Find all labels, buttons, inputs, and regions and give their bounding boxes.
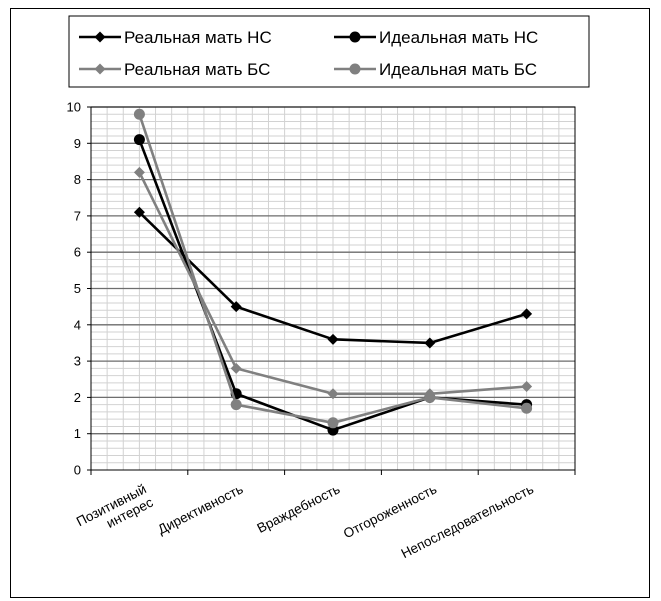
series-1: [133, 206, 533, 349]
y-tick-label: 8: [74, 172, 81, 187]
y-tick-label: 4: [74, 317, 81, 332]
data-point-circle: [424, 391, 436, 403]
legend-marker-diamond: [94, 31, 106, 43]
data-point-diamond: [521, 381, 533, 393]
y-tick-label: 10: [67, 100, 81, 115]
data-point-circle: [133, 134, 145, 146]
legend-item: Идеальная мать НС: [334, 28, 538, 47]
data-point-diamond: [327, 388, 339, 400]
y-tick-label: 3: [74, 354, 81, 369]
legend-box: [68, 15, 590, 88]
x-category-label: Директивность: [155, 481, 245, 537]
x-category-label: Позитивныйинтерес: [74, 481, 156, 543]
data-point-diamond: [424, 337, 436, 349]
legend-label: Идеальная мать НС: [379, 28, 538, 47]
legend-marker-diamond: [94, 63, 106, 75]
y-tick-label: 6: [74, 245, 81, 260]
data-point-diamond: [230, 301, 242, 313]
legend: Реальная мать НС Идеальная мать НС Реальна…: [68, 15, 590, 88]
data-point-circle: [133, 108, 145, 120]
legend-marker-circle: [349, 31, 361, 43]
data-point-circle: [327, 417, 339, 429]
legend-item: Реальная мать НС: [79, 28, 272, 47]
data-point-diamond: [521, 308, 533, 320]
series-group: [133, 108, 533, 436]
legend-item: Реальная мать БС: [79, 60, 270, 79]
y-tick-label: 0: [74, 463, 81, 478]
data-point-diamond: [133, 166, 145, 178]
x-category-label: Отгороженность: [341, 481, 439, 541]
series-3: [133, 166, 533, 400]
data-point-diamond: [327, 333, 339, 345]
legend-label: Реальная мать НС: [124, 28, 272, 47]
data-point-diamond: [133, 206, 145, 218]
chart-frame: 0 1 2 3 4 5 6 7 8 9 10 Позитивныйинтерес Директивно…: [10, 8, 650, 598]
data-point-circle: [230, 399, 242, 411]
data-point-circle: [521, 402, 533, 414]
y-tick-label: 2: [74, 390, 81, 405]
y-tick-label: 5: [74, 281, 81, 296]
y-tick-label: 7: [74, 208, 81, 223]
legend-item: Идеальная мать БС: [334, 60, 537, 79]
data-point-diamond: [230, 362, 242, 374]
series-4: [133, 108, 533, 429]
legend-label: Реальная мать БС: [124, 60, 270, 79]
x-category-label: Враждебность: [255, 481, 343, 536]
y-tick-label: 1: [74, 426, 81, 441]
legend-marker-circle: [349, 63, 361, 75]
y-axis-ticks: 0 1 2 3 4 5 6 7 8 9 10: [67, 100, 91, 478]
line-chart: 0 1 2 3 4 5 6 7 8 9 10 Позитивныйинтерес Директивно…: [67, 15, 590, 561]
legend-label: Идеальная мать БС: [379, 60, 537, 79]
y-tick-label: 9: [74, 136, 81, 151]
x-axis-ticks: Позитивныйинтерес Директивность Враждебнос…: [74, 470, 576, 561]
